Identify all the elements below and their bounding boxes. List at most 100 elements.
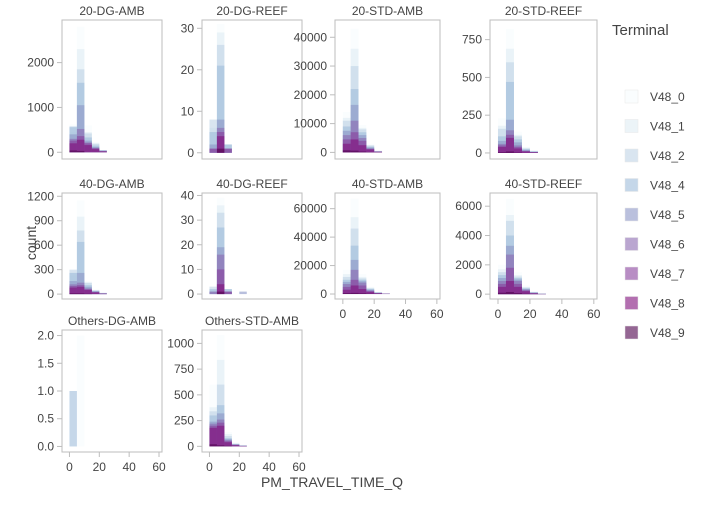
bars-group (69, 336, 84, 447)
legend-label: V48_0 (650, 90, 685, 104)
y-tick-label: 0.0 (37, 439, 54, 453)
histogram-bar (351, 139, 359, 152)
x-tick-label: 0 (495, 307, 502, 321)
y-tick-label: 10 (181, 262, 195, 276)
histogram-bar (224, 442, 231, 446)
y-tick-label: 20000 (294, 88, 328, 102)
x-axis-title: PM_TRAVEL_TIME_Q (261, 474, 403, 490)
y-tick-label: 2000 (455, 258, 482, 272)
y-tick-label: 30 (181, 21, 195, 35)
facet-title: 40-STD-AMB (352, 177, 423, 191)
y-tick-label: 0 (475, 146, 482, 160)
y-tick-label: 60000 (294, 202, 328, 216)
legend: V48_0 V48_1 V48_2 V48_4 V48_5 V48_6 V48_7 V48_8… (625, 90, 685, 340)
x-tick-label: 60 (587, 307, 601, 321)
bars-group (498, 29, 538, 153)
y-tick-label: 10000 (294, 117, 328, 131)
y-tick-label: 0 (47, 287, 54, 301)
legend-swatch (625, 149, 638, 162)
bars-group (343, 199, 390, 294)
legend-label: V48_5 (650, 208, 685, 222)
histogram-bar (217, 292, 224, 294)
y-tick-label: 0 (187, 439, 194, 453)
bars-group (209, 24, 231, 153)
facet-title: 40-DG-AMB (79, 177, 144, 191)
histogram-bar (232, 445, 239, 446)
histogram-bar (217, 445, 224, 446)
legend-item[interactable]: V48_8 (625, 297, 685, 311)
y-tick-label: 2000 (27, 56, 54, 70)
legend-item[interactable]: V48_2 (625, 149, 685, 163)
histogram-bar (366, 292, 374, 294)
histogram-bar (359, 145, 367, 152)
legend-item[interactable]: V48_1 (625, 120, 685, 134)
x-tick-label: 40 (399, 307, 413, 321)
x-tick-label: 60 (430, 307, 444, 321)
y-tick-label: 40000 (294, 230, 328, 244)
y-tick-label: 6000 (455, 199, 482, 213)
bars-group (209, 335, 246, 446)
histogram-bar (239, 292, 246, 294)
y-tick-label: 500 (174, 388, 194, 402)
y-tick-label: 900 (34, 214, 54, 228)
legend-swatch (625, 267, 638, 280)
y-tick-label: 2.0 (37, 329, 54, 343)
legend-item[interactable]: V48_0 (625, 90, 685, 104)
histogram-bar (69, 150, 76, 152)
histogram-bar (343, 293, 351, 294)
y-tick-label: 1200 (27, 189, 54, 203)
legend-title: Terminal (612, 22, 669, 39)
y-tick-label: 1.5 (37, 356, 54, 370)
legend-item[interactable]: V48_7 (625, 267, 685, 281)
y-tick-label: 750 (174, 362, 194, 376)
y-tick-label: 0 (475, 287, 482, 301)
y-tick-label: 1000 (27, 100, 54, 114)
legend-swatch (625, 120, 638, 133)
histogram-bar (92, 149, 99, 152)
facet-title: 20-STD-REEF (505, 4, 582, 18)
histogram-bar (506, 138, 514, 153)
histogram-bar (498, 293, 506, 294)
legend-item[interactable]: V48_4 (625, 179, 685, 193)
y-tick-label: 0.5 (37, 412, 54, 426)
histogram-bar (209, 292, 216, 294)
histogram-bar (77, 140, 84, 153)
y-tick-label: 250 (174, 414, 194, 428)
histogram-bar (351, 285, 359, 294)
bars-group (343, 29, 382, 153)
x-tick-label: 60 (152, 460, 166, 474)
histogram-bar (366, 150, 374, 153)
y-tick-label: 300 (34, 263, 54, 277)
histogram-bar (209, 428, 216, 447)
legend-item[interactable]: V48_6 (625, 238, 685, 252)
facet-title: 20-DG-AMB (79, 4, 144, 18)
legend-label: V48_2 (650, 149, 685, 163)
y-tick-label: 750 (462, 33, 482, 47)
histogram-bar (506, 151, 514, 153)
y-tick-label: 0 (320, 287, 327, 301)
legend-swatch (625, 326, 638, 339)
histogram-bar (217, 149, 224, 153)
legend-item[interactable]: V48_5 (625, 208, 685, 222)
y-tick-label: 0 (320, 145, 327, 159)
histogram-bar (69, 391, 76, 446)
histogram-bar (359, 289, 367, 294)
histogram-bar (99, 151, 106, 152)
histogram-bar (209, 149, 216, 153)
histogram-bar (224, 446, 231, 447)
legend-item[interactable]: V48_9 (625, 326, 685, 340)
histogram-bar (522, 151, 530, 153)
bars-group (69, 27, 106, 153)
histogram-bar (359, 152, 367, 153)
histogram-bar (224, 149, 231, 153)
histogram-bar (77, 287, 84, 294)
facet-title: Others-DG-AMB (68, 314, 156, 328)
